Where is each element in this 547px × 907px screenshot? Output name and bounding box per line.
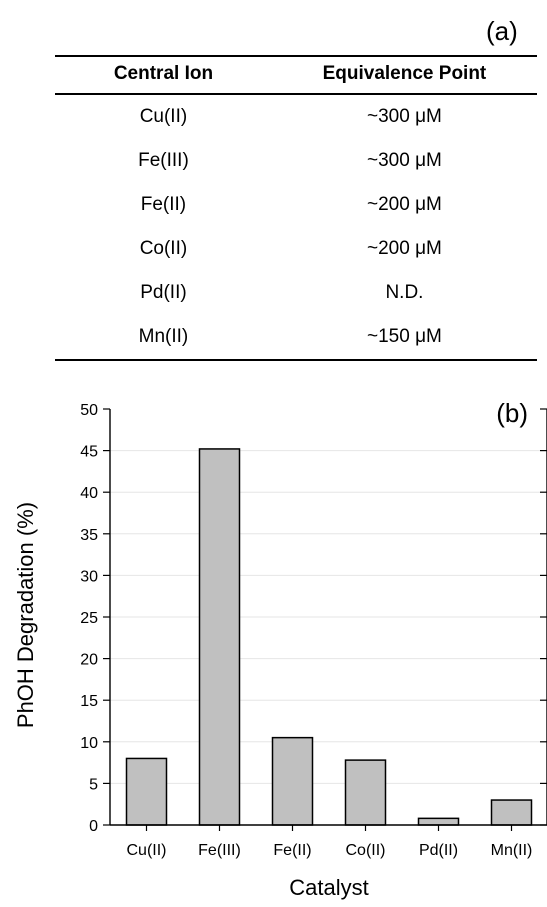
axes: 0 5 10 15 20 25 30 35 40 45 50 Cu(II) Fe(III) Fe(II) C…	[80, 402, 547, 859]
y-tick-label: 45	[80, 444, 98, 461]
central-ion-cell: Cu(II)	[139, 106, 188, 127]
x-tick-label: Fe(II)	[273, 842, 311, 859]
y-tick-label: 25	[80, 610, 98, 627]
central-ion-cell: Co(II)	[139, 238, 188, 259]
y-tick-label: 10	[80, 735, 98, 752]
equivalence-point-cell: ~200 μM	[367, 238, 442, 259]
table-row: Cu(II) ~300 μM	[55, 94, 537, 139]
equivalence-point-cell: ~300 μM	[367, 150, 442, 171]
y-tick-label: 15	[80, 693, 98, 710]
y-tick-label: 5	[89, 776, 98, 793]
table-header-row: Central Ion Equivalence Point	[55, 55, 537, 95]
panel-b-label: (b)	[496, 398, 528, 428]
equivalence-table: Central Ion Equivalence Point Cu(II) ~30…	[55, 55, 537, 361]
x-tick-label: Cu(II)	[127, 842, 167, 859]
bar	[271, 736, 314, 826]
x-tick-label: Pd(II)	[419, 842, 458, 859]
central-ion-cell: Pd(II)	[140, 282, 187, 303]
bar	[344, 759, 387, 826]
bar	[125, 757, 168, 826]
x-tick-label: Mn(II)	[491, 842, 533, 859]
table-row: Fe(II) ~200 μM	[55, 183, 537, 227]
table-row: Fe(III) ~300 μM	[55, 139, 537, 183]
table-row: Pd(II) N.D.	[55, 271, 537, 315]
equivalence-point-cell: N.D.	[385, 282, 424, 303]
equivalence-point-cell: ~200 μM	[367, 194, 442, 215]
bar	[417, 817, 460, 826]
y-tick-label: 35	[80, 527, 98, 544]
x-tick-label: Fe(III)	[198, 842, 241, 859]
table-row: Co(II) ~200 μM	[55, 227, 537, 271]
y-tick-label: 0	[89, 818, 98, 835]
bar	[198, 448, 241, 826]
gridlines	[110, 450, 547, 784]
y-tick-label: 30	[80, 568, 98, 585]
x-tick-label: Co(II)	[346, 842, 386, 859]
central-ion-cell: Mn(II)	[55, 315, 272, 361]
equivalence-point-cell: ~150 μM	[271, 315, 537, 361]
bar	[490, 799, 533, 826]
header-equivalence-point: Equivalence Point	[271, 55, 537, 95]
central-ion-cell: Fe(III)	[138, 150, 189, 171]
y-axis-title: PhOH Degradation (%)	[13, 502, 38, 728]
bars	[125, 448, 533, 826]
degradation-bar-chart: 0 5 10 15 20 25 30 35 40 45 50 Cu(II) Fe(III) Fe(II) C…	[13, 398, 547, 900]
y-tick-label: 20	[80, 652, 98, 669]
equivalence-point-cell: ~300 μM	[367, 106, 442, 127]
y-tick-label: 50	[80, 402, 98, 419]
x-axis-title: Catalyst	[289, 875, 368, 900]
table-row: Mn(II) ~150 μM	[55, 315, 537, 361]
header-central-ion: Central Ion	[55, 55, 272, 95]
panel-a-label: (a)	[486, 16, 518, 46]
central-ion-cell: Fe(II)	[140, 194, 187, 215]
y-tick-label: 40	[80, 485, 98, 502]
